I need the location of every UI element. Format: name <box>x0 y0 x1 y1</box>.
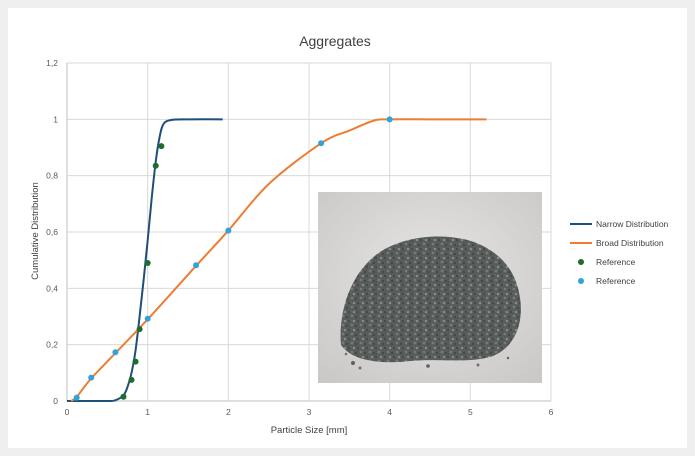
x-tick-label: 6 <box>549 407 554 417</box>
x-tick-label: 4 <box>387 407 392 417</box>
legend-label: Reference <box>596 257 635 267</box>
aggregates-chart: Aggregates 0 1 2 3 4 5 6 0 0,2 0,4 0,6 0,8 1 1,2 <box>30 33 669 436</box>
y-axis-ticks: 0 0,2 0,4 0,6 0,8 1 1,2 <box>46 58 58 406</box>
reference-point <box>132 358 139 365</box>
legend-reference-swatch <box>578 259 584 265</box>
reference-point <box>136 326 143 333</box>
x-tick-label: 2 <box>226 407 231 417</box>
legend: Narrow Distribution Broad Distribution Ref… <box>570 219 669 286</box>
x-axis-ticks: 0 1 2 3 4 5 6 <box>65 407 554 417</box>
y-tick-label: 0,2 <box>46 340 58 350</box>
plot-series <box>66 116 487 403</box>
reference-point <box>386 116 393 123</box>
y-tick-label: 0,8 <box>46 171 58 181</box>
reference-point <box>88 374 95 381</box>
y-tick-label: 0,6 <box>46 227 58 237</box>
reference-point <box>144 315 151 322</box>
reference-point <box>73 394 80 401</box>
reference-point <box>158 143 165 150</box>
reference-point <box>144 259 151 266</box>
reference-point <box>193 262 200 269</box>
legend-label: Narrow Distribution <box>596 219 669 229</box>
y-axis-title: Cumulative Distribution <box>30 182 41 280</box>
chart-area: Aggregates 0 1 2 3 4 5 6 0 0,2 0,4 0,6 0,8 1 1,2 <box>8 8 687 448</box>
y-tick-label: 1,2 <box>46 58 58 68</box>
x-axis-title: Particle Size [mm] <box>271 425 348 436</box>
legend-reference-swatch <box>578 278 584 284</box>
narrow-distribution-line <box>66 118 223 403</box>
y-tick-label: 0 <box>53 396 58 406</box>
reference-point <box>225 227 232 234</box>
reference-point <box>152 162 159 169</box>
x-tick-label: 0 <box>65 407 70 417</box>
x-tick-label: 1 <box>145 407 150 417</box>
broad-distribution-line <box>70 118 487 402</box>
reference-point <box>128 376 135 383</box>
legend-label: Broad Distribution <box>596 238 664 248</box>
chart-title: Aggregates <box>299 33 371 49</box>
aggregate-photo <box>318 192 542 383</box>
x-tick-label: 3 <box>307 407 312 417</box>
reference-point <box>112 349 119 356</box>
y-tick-label: 0,4 <box>46 283 58 293</box>
y-tick-label: 1 <box>53 114 58 124</box>
legend-label: Reference <box>596 276 635 286</box>
reference-point <box>318 140 325 147</box>
reference-point <box>120 393 127 400</box>
x-tick-label: 5 <box>468 407 473 417</box>
